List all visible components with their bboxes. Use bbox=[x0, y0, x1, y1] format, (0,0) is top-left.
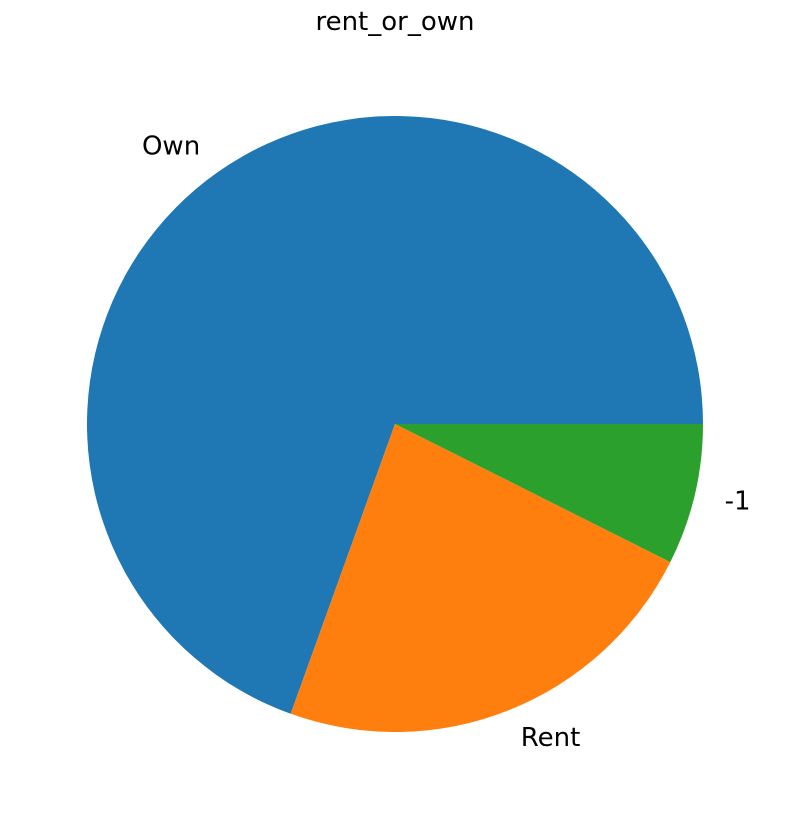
chart-title: rent_or_own bbox=[315, 7, 474, 37]
pie-label-own: Own bbox=[142, 131, 200, 161]
pie-slice-minus-1 bbox=[395, 424, 703, 563]
pie-label-rent: Rent bbox=[521, 723, 581, 753]
pie-slice-own bbox=[87, 116, 704, 714]
pie-label-minus-1: -1 bbox=[725, 487, 751, 517]
pie-slice-rent bbox=[290, 424, 671, 732]
pie-labels: Own Rent -1 bbox=[142, 131, 751, 753]
pie-slices bbox=[87, 116, 704, 732]
